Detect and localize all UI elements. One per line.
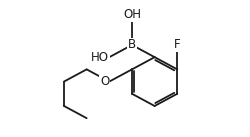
Text: F: F (174, 38, 180, 52)
Text: B: B (128, 38, 136, 52)
Text: HO: HO (91, 51, 109, 64)
Text: OH: OH (123, 8, 141, 21)
Text: O: O (100, 75, 109, 88)
